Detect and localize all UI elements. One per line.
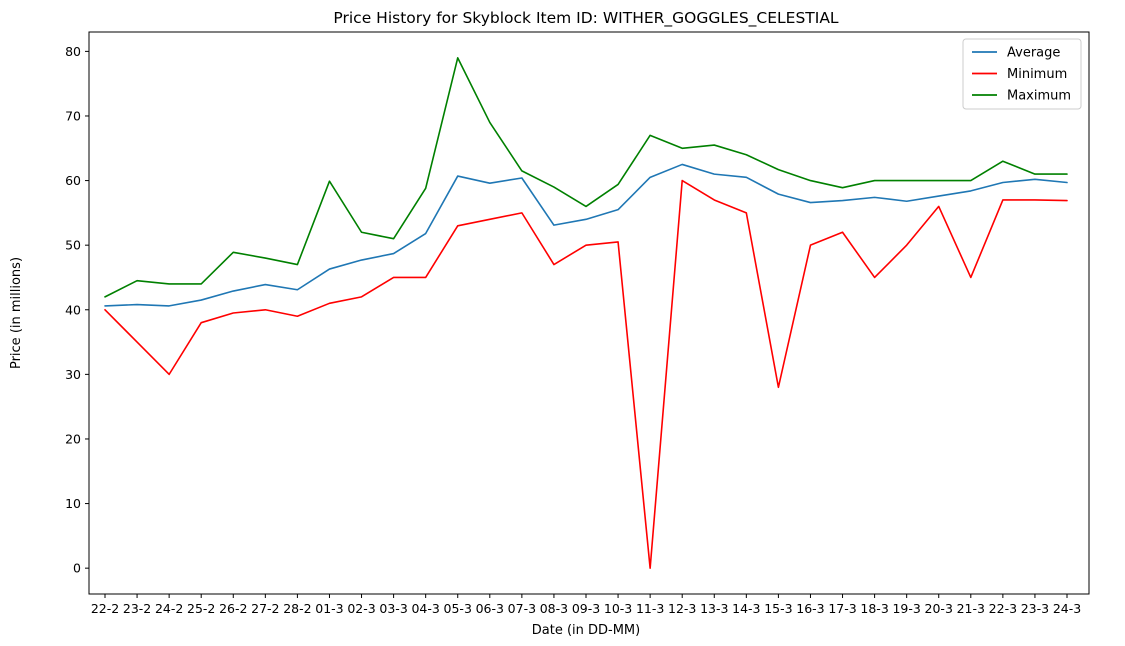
y-tick-label: 60: [65, 173, 81, 188]
y-tick-label: 20: [65, 431, 81, 446]
x-tick-label: 01-3: [315, 601, 343, 616]
x-tick-label: 15-3: [764, 601, 792, 616]
x-tick-label: 16-3: [796, 601, 824, 616]
legend: Average Minimum Maximum: [962, 38, 1082, 110]
y-tick-label: 10: [65, 496, 81, 511]
x-tick-label: 24-2: [155, 601, 183, 616]
x-tick-label: 19-3: [892, 601, 920, 616]
x-tick-label: 05-3: [444, 601, 472, 616]
x-tick-label: 26-2: [219, 601, 247, 616]
y-tick-label: 80: [65, 44, 81, 59]
series-line-average: [104, 163, 1068, 307]
x-tick-label: 21-3: [957, 601, 985, 616]
x-tick-label: 20-3: [925, 601, 953, 616]
x-tick-label: 03-3: [379, 601, 407, 616]
legend-label: Minimum: [1007, 67, 1067, 82]
x-tick-label: 11-3: [636, 601, 664, 616]
x-tick-label: 09-3: [572, 601, 600, 616]
chart-title: Price History for Skyblock Item ID: WITH…: [333, 9, 839, 28]
y-tick-label: 30: [65, 367, 81, 382]
x-tick-label: 04-3: [411, 601, 439, 616]
y-axis: 0 10 20 30 40 50 60 70 80: [65, 44, 89, 576]
x-tick-label: 24-3: [1053, 601, 1081, 616]
x-tick-label: 08-3: [540, 601, 568, 616]
y-tick-label: 0: [73, 561, 81, 576]
plot-frame: [88, 31, 1090, 595]
x-tick-label: 18-3: [860, 601, 888, 616]
plot-area: [89, 32, 1089, 594]
x-tick-label: 12-3: [668, 601, 696, 616]
legend-label: Maximum: [1007, 89, 1071, 104]
x-axis-title: Date (in DD-MM): [532, 623, 640, 638]
x-tick-label: 02-3: [347, 601, 375, 616]
legend-box: [962, 38, 1082, 110]
x-tick-label: 07-3: [508, 601, 536, 616]
y-tick-label: 70: [65, 108, 81, 123]
y-tick-label: 40: [65, 302, 81, 317]
x-axis: 22-2 23-2 24-2 25-2 26-2 27-2 28-2 01-3 02-3 03-3…: [91, 594, 1081, 616]
y-axis-title: Price (in millions): [9, 257, 24, 369]
x-tick-label: 10-3: [604, 601, 632, 616]
x-tick-label: 13-3: [700, 601, 728, 616]
x-tick-label: 14-3: [732, 601, 760, 616]
y-tick-label: 50: [65, 238, 81, 253]
x-tick-label: 27-2: [251, 601, 279, 616]
x-tick-label: 06-3: [476, 601, 504, 616]
x-tick-label: 22-3: [989, 601, 1017, 616]
x-tick-label: 25-2: [187, 601, 215, 616]
x-tick-label: 28-2: [283, 601, 311, 616]
legend-label: Average: [1007, 46, 1060, 61]
x-tick-label: 17-3: [828, 601, 856, 616]
x-tick-label: 23-2: [123, 601, 151, 616]
series-line-minimum: [104, 179, 1068, 569]
series-lines: [104, 57, 1068, 569]
series-line-maximum: [104, 57, 1068, 298]
x-tick-label: 22-2: [91, 601, 119, 616]
x-tick-label: 23-3: [1021, 601, 1049, 616]
